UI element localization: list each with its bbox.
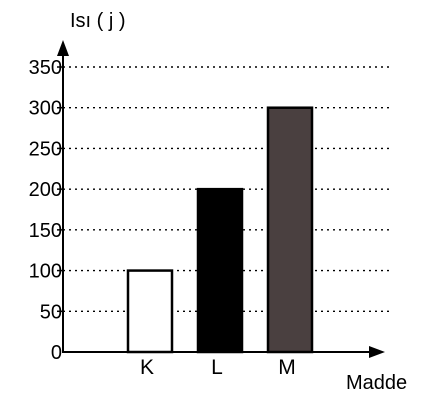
bar-l [196,187,244,354]
x-axis-arrow-icon [369,346,385,358]
category-label-m: M [278,356,296,379]
y-axis-title: Isı ( j ) [70,10,126,32]
bar-k [126,269,174,354]
gridlines [63,66,392,312]
y-tick-label: 100 [29,261,62,283]
y-axis-arrow-icon [57,40,69,56]
y-tick-label: 50 [40,301,62,323]
bars [126,106,314,354]
y-tick-label: 300 [29,98,62,120]
category-label-l: L [211,356,223,379]
y-tick-label: 150 [29,220,62,242]
x-category-labels: K L M [140,356,296,379]
y-tick-label: 250 [29,138,62,160]
y-tick-labels: 0 50 100 150 200 250 300 350 [29,57,63,364]
axes [57,40,385,358]
bar-m [266,106,314,354]
y-tick-label: 0 [51,342,62,364]
y-tick-label: 200 [29,179,62,201]
category-label-k: K [140,356,154,379]
x-axis-title: Madde [346,372,407,394]
y-tick-label: 350 [29,57,62,79]
